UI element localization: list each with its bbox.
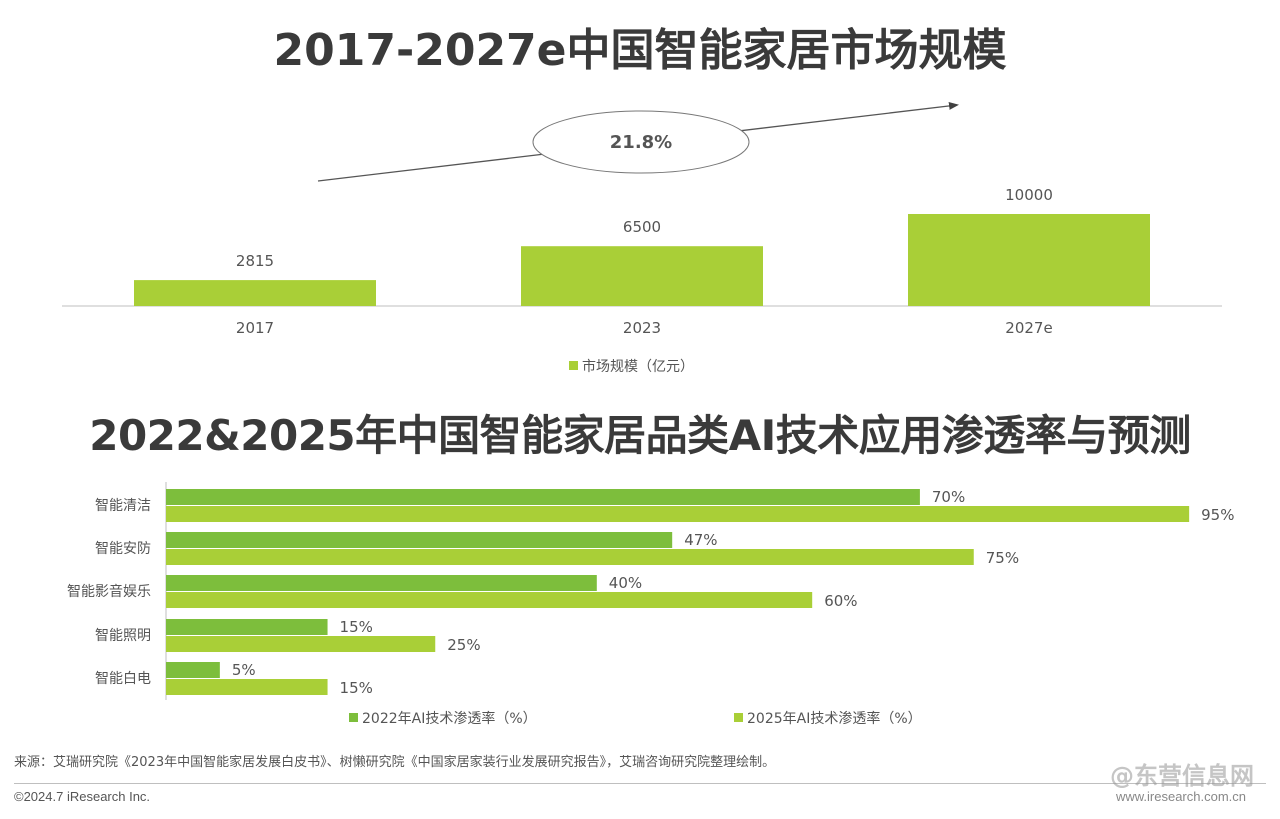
bar-2022-智能照明 xyxy=(166,619,328,635)
source-note: 来源：艾瑞研究院《2023年中国智能家居发展白皮书》、树懒研究院《中国家居家装行… xyxy=(14,755,776,770)
tick-label-2023: 2023 xyxy=(623,319,661,337)
data-label-2017: 2815 xyxy=(236,252,274,270)
legend-swatch-2022 xyxy=(349,713,358,722)
legend-label-2022: 2022年AI技术渗透率（%） xyxy=(362,710,537,727)
data-label-2025-智能照明: 25% xyxy=(447,636,480,654)
cagr-ellipse xyxy=(532,110,750,174)
bar-2027e xyxy=(908,214,1150,306)
bar-2025-智能照明 xyxy=(166,636,436,652)
data-label-2025-智能清洁: 95% xyxy=(1201,506,1234,524)
bar-2022-智能白电 xyxy=(166,662,220,678)
category-label-智能白电: 智能白电 xyxy=(95,671,151,687)
data-label-2025-智能安防: 75% xyxy=(986,549,1019,567)
category-label-智能影音娱乐: 智能影音娱乐 xyxy=(67,583,151,600)
cagr-label: 21.8% xyxy=(610,132,672,153)
bar-2025-智能清洁 xyxy=(166,506,1190,522)
chart-title-ai-penetration: 2022&2025年中国智能家居品类AI技术应用渗透率与预测 xyxy=(89,411,1191,460)
legend-swatch-2025 xyxy=(734,713,743,722)
category-label-智能安防: 智能安防 xyxy=(95,541,151,557)
legend-swatch-market-size xyxy=(569,361,578,370)
data-label-2022-智能安防: 47% xyxy=(684,531,717,549)
data-label-2022-智能影音娱乐: 40% xyxy=(609,574,642,592)
legend-label-2025: 2025年AI技术渗透率（%） xyxy=(747,710,922,727)
footer-divider xyxy=(14,783,1266,784)
watermark: @东营信息网 xyxy=(1110,762,1254,790)
legend-label-market-size: 市场规模（亿元） xyxy=(582,358,694,375)
tick-label-2017: 2017 xyxy=(236,319,274,337)
bar-2025-智能安防 xyxy=(166,549,974,565)
category-label-智能清洁: 智能清洁 xyxy=(95,498,151,514)
data-label-2022-智能照明: 15% xyxy=(340,618,373,636)
bar-2023 xyxy=(521,246,763,306)
tick-label-2027e: 2027e xyxy=(1005,319,1052,337)
data-label-2022-智能清洁: 70% xyxy=(932,488,965,506)
bar-2022-智能安防 xyxy=(166,532,673,548)
data-label-2023: 6500 xyxy=(623,218,661,236)
bar-2017 xyxy=(134,280,376,306)
data-label-2027e: 10000 xyxy=(1005,186,1053,204)
category-label-智能照明: 智能照明 xyxy=(95,628,151,644)
bar-2025-智能影音娱乐 xyxy=(166,592,813,608)
data-label-2025-智能影音娱乐: 60% xyxy=(824,592,857,610)
site-url: www.iresearch.com.cn xyxy=(1115,789,1246,804)
bar-2022-智能清洁 xyxy=(166,489,920,505)
data-label-2025-智能白电: 15% xyxy=(340,679,373,697)
copyright-text: ©2024.7 iResearch Inc. xyxy=(14,789,151,804)
chart-title-market-size: 2017-2027e中国智能家居市场规模 xyxy=(273,25,1007,76)
bar-2025-智能白电 xyxy=(166,679,328,695)
data-label-2022-智能白电: 5% xyxy=(232,661,256,679)
bar-2022-智能影音娱乐 xyxy=(166,575,597,591)
